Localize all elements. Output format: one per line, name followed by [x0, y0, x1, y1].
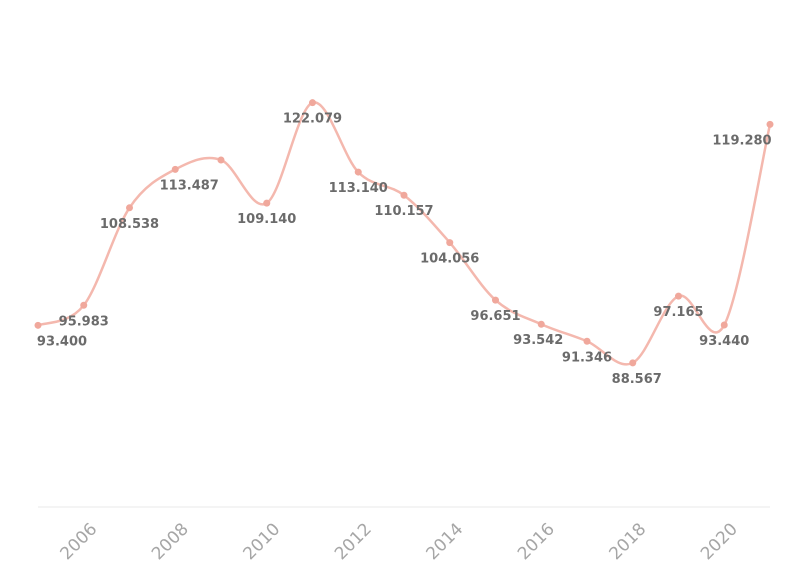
data-label-2019: 97.165	[653, 305, 703, 320]
data-label-2011: 122.079	[283, 112, 342, 127]
data-label-2015: 96.651	[470, 309, 520, 324]
data-point-2009	[217, 156, 225, 164]
x-tick-label-2010: 2010	[240, 519, 285, 564]
series-line	[36, 101, 772, 366]
x-tick-label-2006: 2006	[57, 519, 102, 564]
data-point-2008	[171, 165, 179, 173]
data-point-2018	[629, 359, 637, 367]
data-label-2008: 113.487	[160, 178, 219, 193]
data-labels: 93.400 95.983 108.538 113.487 109.140 122.079…	[37, 112, 772, 387]
data-label-2017: 91.346	[562, 350, 612, 365]
data-label-2016: 93.542	[513, 333, 563, 348]
x-tick-label-2016: 2016	[514, 519, 559, 564]
x-tick-label-2012: 2012	[331, 519, 376, 564]
data-point-2021	[766, 120, 774, 128]
data-label-2005: 93.400	[37, 334, 87, 349]
data-label-2006: 95.983	[59, 314, 109, 329]
data-point-2020	[720, 321, 728, 329]
x-tick-label-2014: 2014	[423, 519, 468, 564]
data-point-2013	[400, 191, 408, 199]
x-axis-ticks: 2006 2008 2010 2012 2014 2016 2018 2020	[57, 519, 742, 564]
data-point-2006	[80, 301, 88, 309]
data-label-2007: 108.538	[100, 217, 159, 232]
data-point-2017	[583, 337, 591, 345]
data-point-2005	[34, 321, 42, 329]
data-label-2018: 88.567	[612, 372, 662, 387]
data-point-2016	[537, 320, 545, 328]
data-label-2020: 93.440	[699, 334, 749, 349]
data-point-2011	[309, 99, 316, 107]
data-label-2021: 119.280	[712, 133, 771, 148]
data-label-2014: 104.056	[420, 252, 479, 267]
data-point-2014	[446, 239, 454, 247]
data-point-2007	[126, 204, 133, 212]
series-markers	[34, 99, 774, 367]
data-point-2010	[263, 199, 271, 207]
x-tick-label-2018: 2018	[606, 519, 651, 564]
x-tick-label-2020: 2020	[697, 519, 742, 564]
data-point-2012	[354, 168, 362, 176]
data-label-2013: 110.157	[374, 204, 433, 219]
data-point-2019	[675, 292, 682, 300]
data-label-2010: 109.140	[237, 212, 296, 227]
x-tick-label-2008: 2008	[148, 519, 193, 564]
data-label-2012: 113.140	[329, 181, 388, 196]
data-point-2015	[492, 296, 499, 304]
